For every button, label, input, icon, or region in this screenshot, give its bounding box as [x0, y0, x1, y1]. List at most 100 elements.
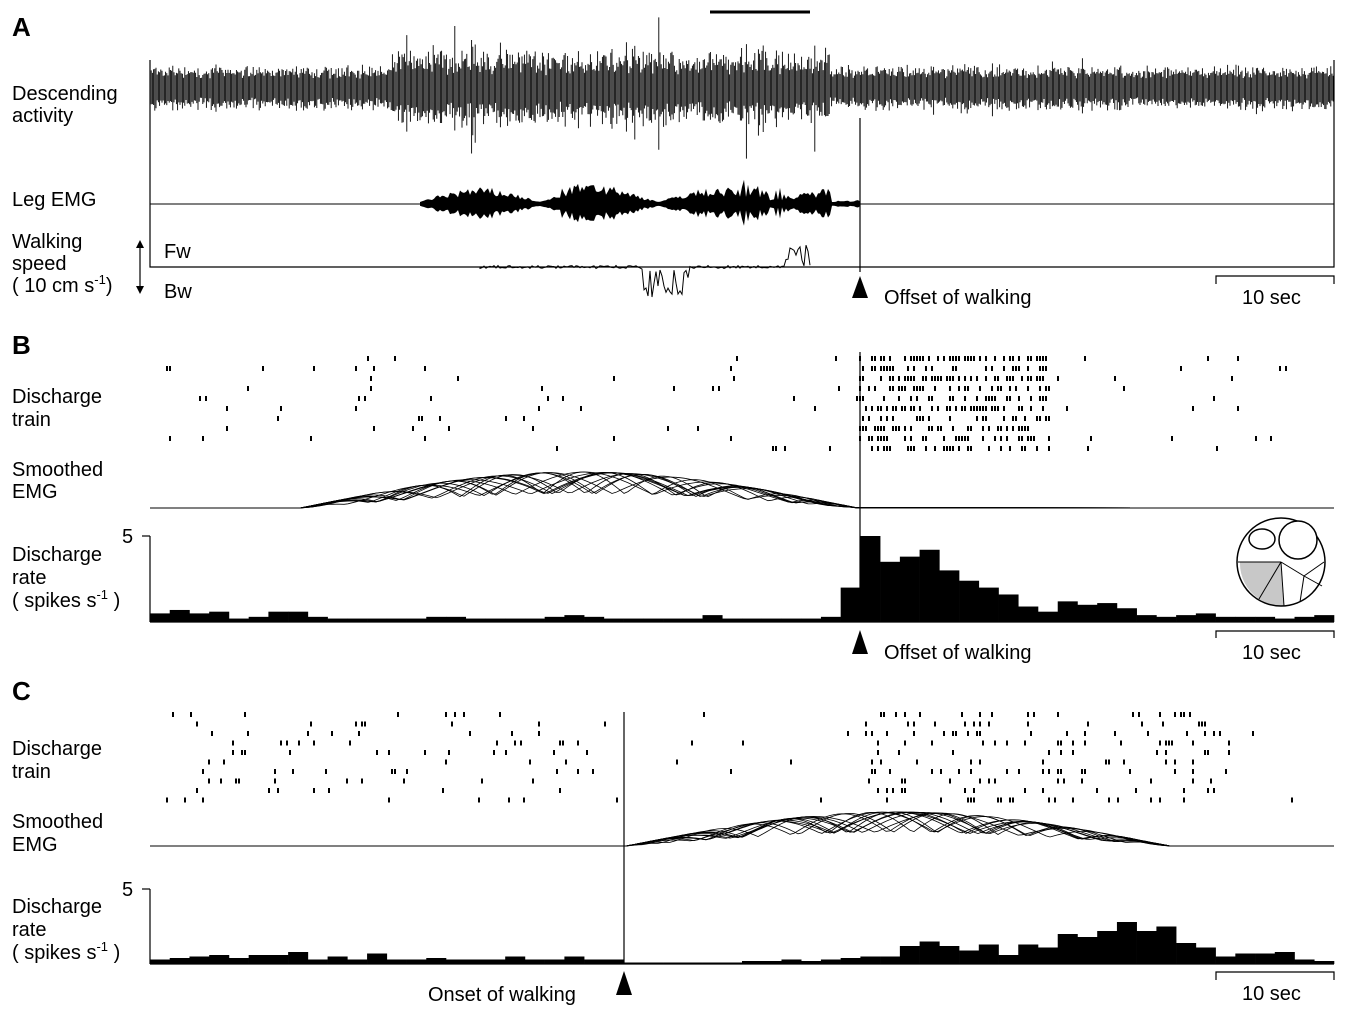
panel-b: B Discharge train Smoothed EMG Discharge… [12, 330, 1335, 664]
histogram-bar [742, 961, 763, 964]
panel-a: A Descending activity Leg EMG Walking sp… [12, 10, 1335, 309]
histogram-bar [978, 587, 999, 622]
smoothed-emg-trace [150, 473, 1335, 509]
histogram-bar [465, 959, 486, 964]
histogram-bar [1018, 606, 1039, 622]
raster-ticks [166, 356, 1287, 451]
histogram-bar [1294, 959, 1315, 964]
histogram-bar [939, 946, 960, 964]
raster-ticks [166, 712, 1293, 803]
scale-bar-b [1215, 630, 1335, 638]
histogram-bar [880, 561, 901, 622]
discharge-rate-label-b-line3: ( spikes s-1 ) [12, 587, 120, 612]
histogram-bar [603, 959, 624, 964]
histogram-bar [781, 618, 802, 622]
onset-of-walking-label-c: Onset of walking [428, 984, 576, 1005]
body-section-schematic-icon [1236, 517, 1326, 607]
histogram-bar [1097, 931, 1118, 964]
smoothed-emg-traces-b [150, 471, 1335, 509]
histogram-bar [209, 955, 230, 964]
histogram-bar [248, 616, 269, 622]
histogram-bar [919, 941, 940, 964]
histogram-bar [1314, 615, 1335, 622]
histogram-bar [998, 955, 1019, 964]
smoothed-emg-trace [150, 811, 1334, 847]
histogram-bar [643, 962, 664, 964]
smoothed-emg-label-b-line1: Smoothed [12, 459, 103, 481]
histogram-bar [327, 956, 348, 964]
discharge-train-label-b-line1: Discharge [12, 386, 102, 408]
histogram-bar [643, 618, 664, 622]
histogram-bar [1255, 953, 1276, 964]
offset-arrowhead-a [852, 276, 868, 298]
histogram-bar [169, 609, 190, 622]
discharge-rate-histogram-b [150, 536, 1335, 622]
smoothed-emg-trace [150, 472, 1335, 509]
histogram-bar [228, 958, 249, 964]
histogram-bar [1274, 618, 1295, 622]
histogram-bar [978, 944, 999, 964]
smoothed-emg-trace [150, 811, 1334, 847]
smoothed-emg-trace [150, 811, 1334, 847]
histogram-bar [268, 611, 289, 622]
rate-y-tick-label-c: 5 [122, 879, 133, 901]
histogram-bar [1215, 956, 1236, 964]
histogram-bar [150, 613, 171, 622]
panel-a-letter: A [12, 12, 31, 42]
histogram-bar [722, 618, 743, 622]
histogram-bar [603, 618, 624, 622]
discharge-rate-histogram-c [150, 922, 1335, 964]
histogram-bar [327, 618, 348, 622]
walking-speed-trace [479, 245, 811, 298]
histogram-bar [564, 956, 585, 964]
histogram-bar [1215, 616, 1236, 622]
histogram-bar [860, 956, 881, 964]
walking-speed-label-line3: ( 10 cm s-1) [12, 272, 112, 297]
histogram-bar [505, 618, 526, 622]
histogram-bar [1235, 953, 1256, 964]
histogram-bar [584, 616, 605, 622]
histogram-bar [860, 536, 881, 622]
scale-bar-a [1215, 275, 1335, 284]
histogram-bar [1255, 616, 1276, 622]
offset-of-walking-label-b: Offset of walking [884, 642, 1031, 664]
walking-speed-label-line1: Walking [12, 231, 82, 253]
histogram-bar [682, 962, 703, 964]
smoothed-emg-trace [150, 812, 1334, 847]
histogram-bar [189, 956, 210, 964]
histogram-bar [1176, 943, 1197, 964]
histogram-bar [939, 570, 960, 622]
scale-bar-label-a: 10 sec [1242, 287, 1301, 309]
histogram-bar [386, 618, 407, 622]
histogram-bar [899, 946, 920, 964]
histogram-bar [1294, 616, 1315, 622]
histogram-bar [623, 618, 644, 622]
smoothed-emg-trace [150, 811, 1334, 847]
descending-activity-trace [149, 17, 1334, 159]
histogram-bar [268, 955, 289, 964]
histogram-bar [426, 616, 447, 622]
histogram-bar [1097, 603, 1118, 622]
smoothed-emg-trace [150, 811, 1334, 847]
descending-activity-label-line2: activity [12, 105, 73, 127]
offset-of-walking-label-a: Offset of walking [884, 287, 1031, 309]
histogram-bar [820, 616, 841, 622]
discharge-rate-label-c-line1: Discharge [12, 896, 102, 918]
histogram-bar [880, 956, 901, 964]
walking-speed-label-line2: speed [12, 253, 67, 275]
descending-activity-path [149, 17, 1334, 159]
histogram-bar [386, 959, 407, 964]
histogram-bar [801, 618, 822, 622]
histogram-bar [347, 618, 368, 622]
histogram-bar [919, 549, 940, 622]
histogram-bar [1077, 604, 1098, 622]
forward-label: Fw [164, 241, 191, 263]
histogram-bar [623, 962, 644, 964]
smoothed-emg-trace [150, 812, 1334, 847]
histogram-bar [1136, 931, 1157, 964]
histogram-bar [564, 615, 585, 622]
histogram-bar [1038, 611, 1059, 622]
discharge-train-label-c-line1: Discharge [12, 738, 102, 760]
